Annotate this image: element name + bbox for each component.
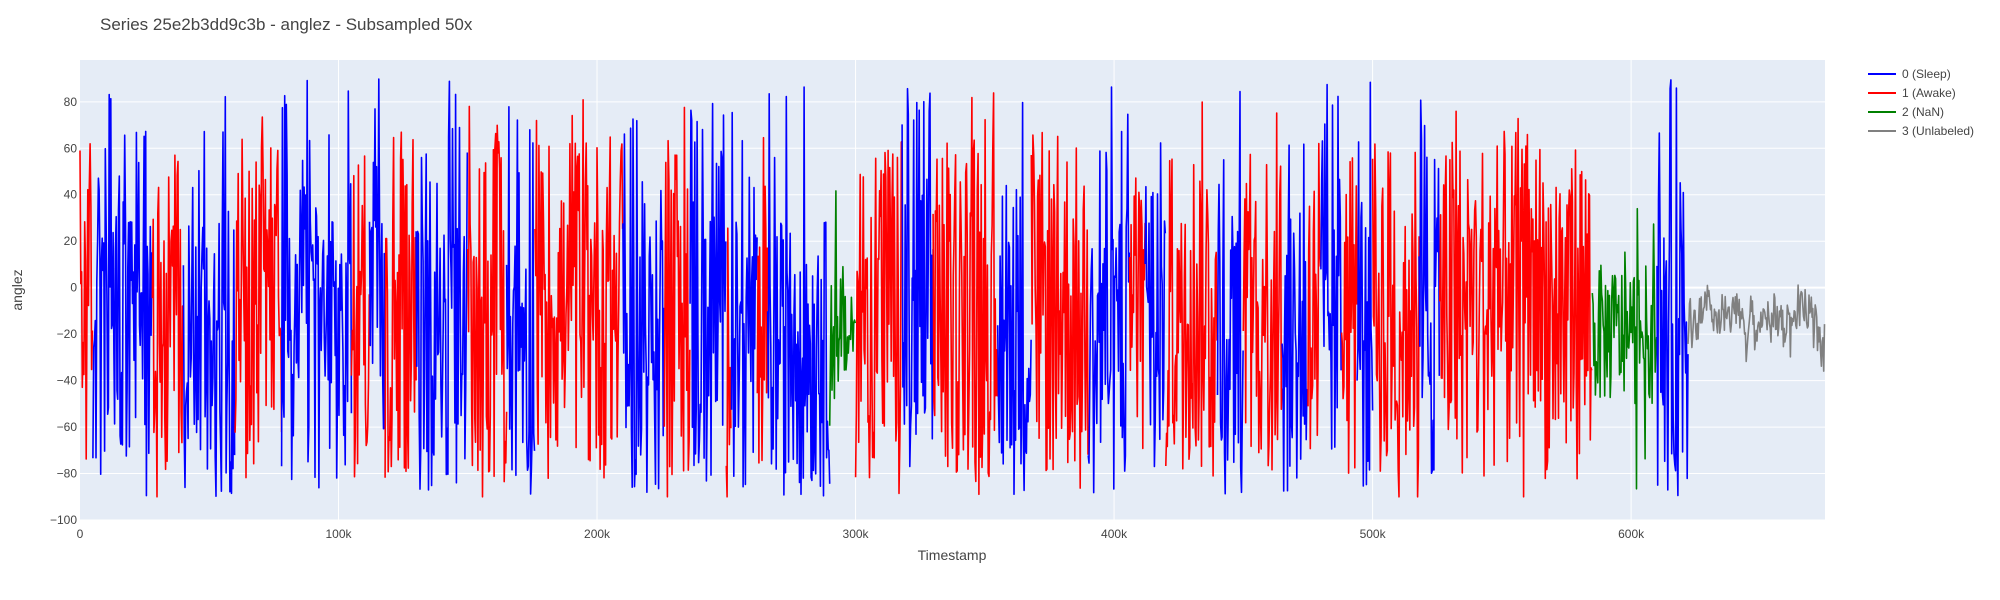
series-segment — [756, 136, 769, 464]
series-segment — [384, 131, 417, 478]
series-segment — [1216, 90, 1244, 495]
y-tick-label: 40 — [64, 188, 78, 202]
legend-label: 1 (Awake) — [1902, 86, 1956, 100]
x-tick-label: 600k — [1618, 527, 1645, 541]
series-segment — [1320, 83, 1342, 450]
series-segment — [368, 78, 386, 430]
series-segment — [1307, 142, 1322, 450]
series-segment — [1087, 86, 1131, 494]
series-segment — [1242, 112, 1283, 471]
series-lines — [79, 78, 1826, 498]
series-segment — [1656, 79, 1689, 497]
series-segment — [828, 190, 857, 426]
y-tick-label: 20 — [64, 234, 78, 248]
series-segment — [854, 140, 903, 495]
series-segment — [689, 102, 727, 482]
series-segment — [415, 80, 469, 491]
y-axis-ticks: −100 −80 −60 −40 −20 0 20 40 60 80 — [50, 95, 77, 527]
series-segment — [1418, 99, 1441, 475]
series-segment — [1165, 101, 1218, 477]
series-segment — [901, 87, 934, 468]
series-segment — [534, 99, 624, 480]
legend-item[interactable]: 0 (Sleep) — [1868, 67, 1951, 81]
series-segment — [79, 143, 94, 460]
series-segment — [932, 92, 999, 496]
x-tick-label: 200k — [584, 527, 611, 541]
legend-label: 3 (Unlabeled) — [1902, 124, 1974, 138]
series-segment — [1144, 142, 1167, 468]
series-segment — [1356, 81, 1374, 487]
series-segment — [234, 116, 283, 479]
legend-item[interactable]: 3 (Unlabeled) — [1868, 124, 1974, 138]
series-segment — [280, 79, 353, 489]
series-segment — [182, 95, 236, 498]
x-tick-label: 0 — [77, 527, 84, 541]
legend-label: 2 (NaN) — [1902, 105, 1944, 119]
chart-title: Series 25e2b3dd9c3b - anglez - Subsample… — [100, 15, 473, 34]
y-tick-label: −80 — [57, 467, 78, 481]
series-segment — [622, 118, 665, 494]
y-tick-label: 60 — [64, 141, 78, 155]
x-tick-label: 300k — [843, 527, 870, 541]
series-segment — [350, 155, 371, 478]
x-tick-label: 100k — [326, 527, 353, 541]
series-segment — [505, 106, 536, 495]
legend[interactable]: 0 (Sleep) 1 (Awake) 2 (NaN) 3 (Unlabeled) — [1868, 67, 1974, 138]
legend-label: 0 (Sleep) — [1902, 67, 1951, 81]
x-tick-label: 500k — [1360, 527, 1387, 541]
series-segment — [1591, 207, 1658, 490]
y-tick-label: 0 — [70, 281, 77, 295]
y-tick-label: −20 — [57, 327, 78, 341]
y-tick-label: −60 — [57, 420, 78, 434]
series-segment — [730, 111, 758, 488]
y-tick-label: −40 — [57, 374, 78, 388]
x-tick-label: 400k — [1101, 527, 1128, 541]
series-segment — [1030, 131, 1089, 489]
series-segment — [1340, 157, 1358, 474]
series-segment — [467, 105, 508, 498]
series-segment — [1128, 177, 1146, 450]
series-segment — [1371, 143, 1420, 498]
y-tick-label: 80 — [64, 95, 78, 109]
series-segment — [151, 154, 185, 498]
series-segment — [1439, 110, 1593, 498]
legend-item[interactable]: 1 (Awake) — [1868, 86, 1956, 100]
x-axis-ticks: 0 100k 200k 300k 400k 500k 600k — [77, 527, 1645, 541]
series-segment — [996, 101, 1032, 496]
series-segment — [1687, 284, 1826, 372]
legend-item[interactable]: 2 (NaN) — [1868, 105, 1944, 119]
series-segment — [663, 106, 691, 498]
series-segment — [92, 93, 153, 497]
series-segment — [725, 227, 732, 498]
x-axis-title: Timestamp — [918, 547, 987, 563]
series-segment — [1281, 143, 1309, 492]
y-tick-label: −100 — [50, 513, 77, 527]
y-axis-title: anglez — [9, 269, 25, 310]
series-segment — [766, 86, 831, 497]
